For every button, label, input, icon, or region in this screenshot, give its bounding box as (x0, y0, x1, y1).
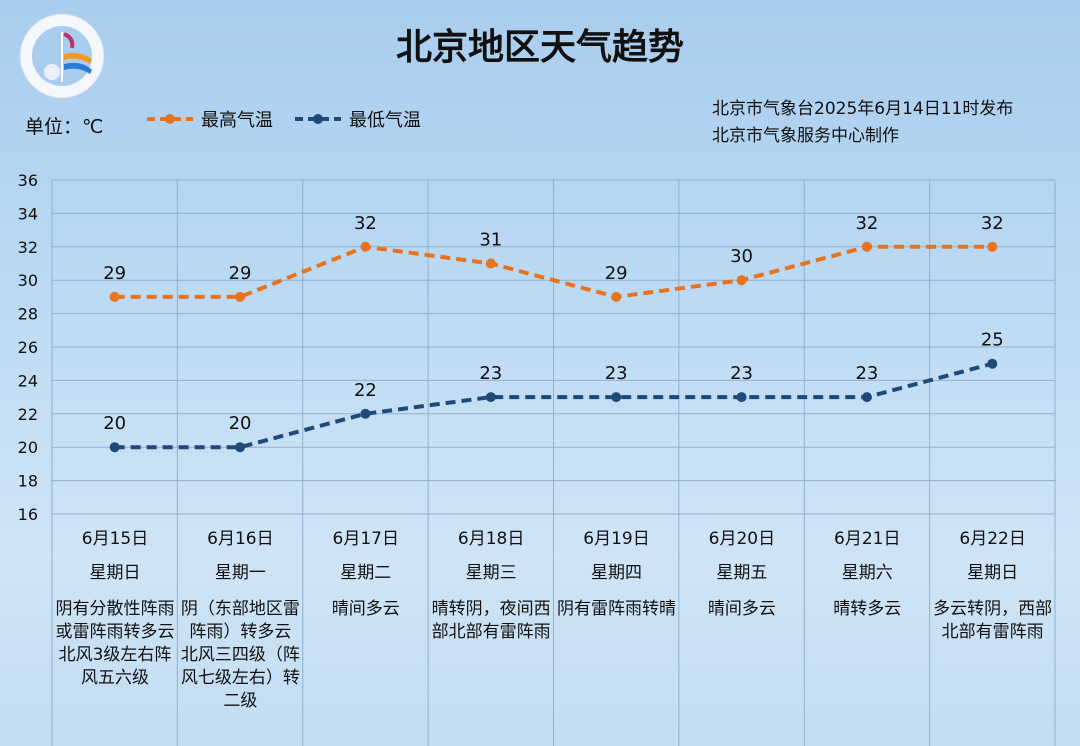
legend-high: 最高气温 (145, 106, 273, 132)
y-tick-label: 18 (18, 472, 38, 491)
day-weather: 晴转阴，夜间西部北部有雷阵雨 (431, 599, 551, 642)
day-weekday: 星期日 (967, 563, 1019, 583)
data-label: 30 (730, 246, 753, 267)
legend-low: 最低气温 (293, 106, 421, 132)
day-weekday: 星期一 (214, 563, 266, 583)
day-weather: 阴（东部地区雷阵雨）转多云 北风三四级（阵风七级左右）转二级 (178, 598, 302, 713)
legend-high-label: 最高气温 (201, 110, 273, 131)
y-tick-label: 22 (18, 405, 38, 424)
data-label: 29 (605, 263, 628, 284)
data-label: 23 (730, 363, 753, 384)
day-weather: 阴有雷阵雨转晴 (557, 599, 676, 619)
day-wind: 北风3级左右阵风五六级 (58, 645, 172, 688)
data-label: 25 (981, 330, 1004, 351)
legend-low-marker (295, 114, 341, 124)
day-weather: 晴间多云 (331, 599, 400, 619)
y-tick-label: 28 (18, 305, 38, 324)
data-point (360, 241, 371, 252)
data-point (109, 291, 120, 302)
day-date: 6月21日 (834, 529, 901, 549)
data-point (736, 275, 747, 286)
data-label: 23 (855, 363, 878, 384)
day-date: 6月22日 (959, 529, 1026, 549)
day-weekday: 星期六 (841, 563, 893, 583)
source-line-1: 北京市气象台2025年6月14日11时发布 (712, 99, 1014, 119)
data-point (611, 291, 622, 302)
y-tick-label: 24 (18, 371, 38, 390)
y-tick-label: 34 (18, 204, 38, 223)
y-tick-label: 30 (18, 271, 38, 290)
y-tick-label: 16 (18, 505, 38, 524)
data-label: 20 (103, 413, 126, 434)
day-weather: 晴间多云 (707, 599, 776, 619)
day-weekday: 星期二 (340, 563, 392, 583)
data-point (987, 358, 998, 369)
day-wind: 北风三四级（阵风七级左右）转二级 (180, 645, 300, 711)
y-tick-label: 26 (18, 338, 38, 357)
day-date: 6月19日 (583, 529, 650, 549)
data-label: 22 (354, 380, 377, 401)
day-weather: 晴转多云 (833, 599, 902, 619)
data-point (235, 442, 246, 453)
unit-label: 单位：℃ (25, 116, 104, 138)
data-point (485, 258, 496, 269)
day-date: 6月16日 (207, 529, 274, 549)
data-label: 32 (354, 213, 377, 234)
data-point (987, 241, 998, 252)
data-point (485, 392, 496, 403)
data-label: 23 (479, 363, 502, 384)
data-point (360, 408, 371, 419)
day-date: 6月18日 (457, 529, 525, 549)
day-date: 6月15日 (81, 529, 149, 549)
data-label: 20 (229, 413, 252, 434)
data-label: 29 (103, 263, 126, 284)
day-weather: 阴有分散性阵雨或雷阵雨转多云 北风3级左右阵风五六级 (53, 598, 177, 690)
data-point (109, 442, 120, 453)
y-tick-label: 36 (18, 171, 38, 190)
legend-low-label: 最低气温 (349, 110, 421, 131)
source-line-2: 北京市气象服务中心制作 (712, 126, 899, 146)
day-weekday: 星期四 (591, 563, 642, 583)
data-label: 29 (229, 263, 252, 284)
y-tick-label: 20 (18, 438, 38, 457)
data-label: 23 (605, 363, 628, 384)
data-label: 32 (981, 213, 1004, 234)
legend-high-marker (147, 114, 193, 124)
day-date: 6月20日 (708, 529, 776, 549)
series-line-low (114, 361, 993, 450)
data-point (611, 392, 622, 403)
source-info: 北京市气象台2025年6月14日11时发布 北京市气象服务中心制作 (712, 96, 1013, 150)
day-date: 6月17日 (332, 529, 399, 549)
day-weekday: 星期日 (89, 563, 141, 583)
data-label: 32 (855, 213, 878, 234)
y-tick-label: 32 (18, 238, 38, 257)
data-point (861, 241, 872, 252)
day-weekday: 星期三 (465, 563, 517, 583)
day-weekday: 星期五 (716, 563, 768, 583)
data-point (235, 291, 246, 302)
data-label: 31 (479, 230, 502, 251)
data-point (861, 392, 872, 403)
day-weather: 多云转阴，西部北部有雷阵雨 (933, 599, 1053, 642)
data-point (736, 392, 747, 403)
series-line-high (114, 244, 993, 299)
page-title: 北京地区天气趋势 (395, 27, 684, 68)
meteorological-service-logo (18, 12, 106, 100)
